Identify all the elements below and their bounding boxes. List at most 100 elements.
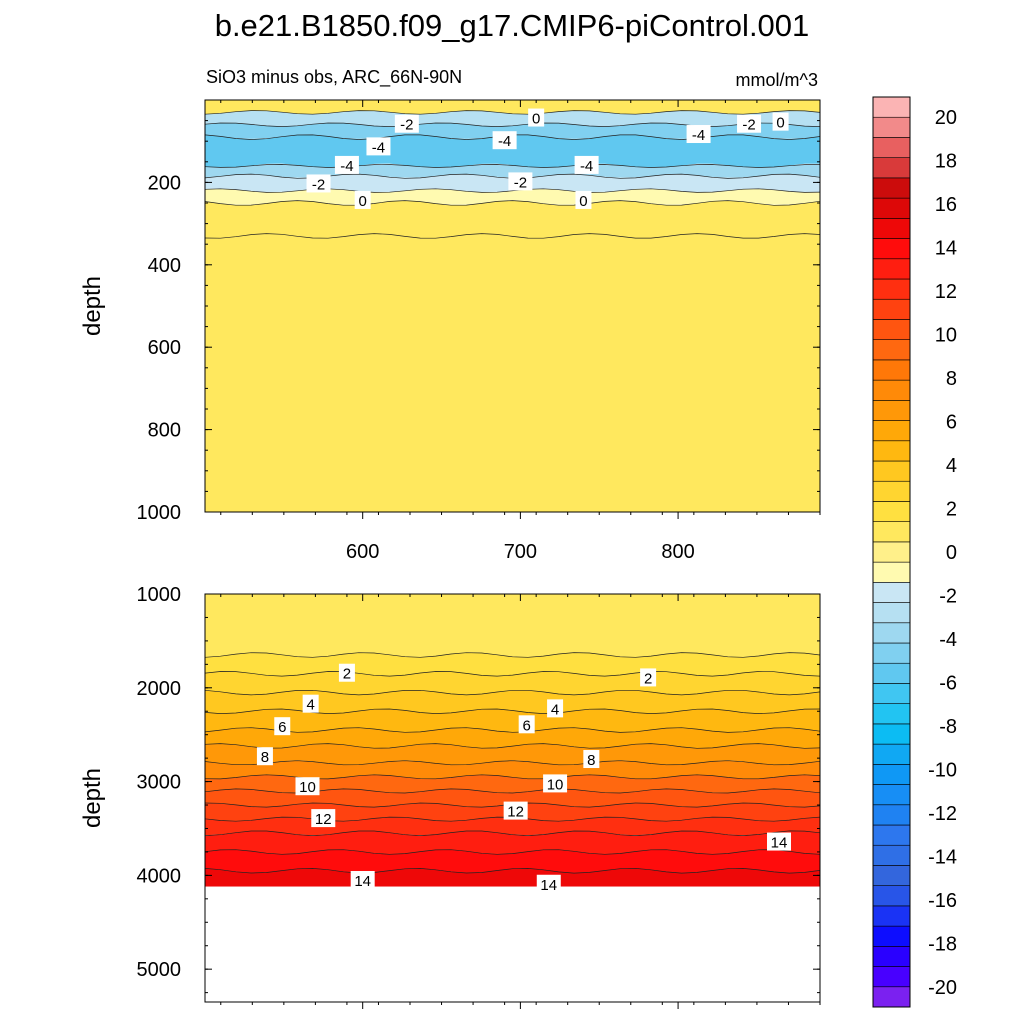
contour-label-bg xyxy=(503,801,528,820)
contour-label-text: 6 xyxy=(523,717,531,734)
colorbar-swatch xyxy=(872,379,911,401)
contour-label: 8 xyxy=(583,750,600,769)
contour-band xyxy=(205,760,820,779)
colorbar-tick-label: -20 xyxy=(928,977,957,999)
y-tick-label: 1000 xyxy=(137,502,182,524)
contour-label-bg xyxy=(394,114,419,133)
upper-panel: -2 -4 -4 -2 0 0 -4 -4 -2 0 -4 -2 0 200 400 600 800 1000 60… xyxy=(79,99,821,563)
y-tick-label: 2000 xyxy=(137,678,182,700)
contour-band xyxy=(205,690,820,714)
colorbar-swatch xyxy=(872,662,911,684)
chart-subtitle-left: SiO3 minus obs, ARC_66N-90N xyxy=(206,67,462,88)
colorbar-swatch xyxy=(872,197,911,219)
y-tick-label: 800 xyxy=(148,420,181,442)
colorbar-swatch xyxy=(872,339,911,361)
contour-band xyxy=(205,830,820,855)
contour-band xyxy=(205,123,820,139)
contour-label-text: -4 xyxy=(498,133,511,150)
contour-field xyxy=(204,594,821,887)
contour-label-bg xyxy=(350,871,375,890)
contour-label-text: 10 xyxy=(299,779,316,796)
colorbar-swatch xyxy=(872,966,911,988)
contour-label: 12 xyxy=(311,809,336,828)
contour-band xyxy=(205,774,820,793)
colorbar-swatch xyxy=(872,865,911,886)
contour-label-text: 6 xyxy=(278,719,286,736)
contour-label: 14 xyxy=(536,874,561,894)
colorbar-swatch xyxy=(872,582,911,603)
colorbar-swatch xyxy=(872,116,911,138)
contour-label: 12 xyxy=(503,801,528,821)
colorbar-swatch xyxy=(872,784,911,806)
contour-band xyxy=(205,743,820,766)
colorbar-tick-label: 16 xyxy=(935,194,957,216)
colorbar-tick-label: -2 xyxy=(939,585,957,607)
colorbar-tick-label: 2 xyxy=(946,499,957,521)
contour-label-bg xyxy=(543,774,568,793)
colorbar-tick-label: 14 xyxy=(935,238,957,260)
contour-label-text: -4 xyxy=(340,158,353,175)
colorbar-swatch xyxy=(872,804,911,826)
contour-label-bg xyxy=(518,715,535,734)
colorbar-tick-label: -4 xyxy=(939,629,957,651)
contour-label: 4 xyxy=(547,699,564,718)
contour-label: 2 xyxy=(640,668,657,687)
colorbar-swatch xyxy=(872,96,911,118)
contour-label-text: 14 xyxy=(771,835,788,852)
colorbar-swatch xyxy=(872,683,911,704)
colorbar-swatch xyxy=(872,177,911,199)
contour-line xyxy=(204,164,821,168)
contour-label-text: 14 xyxy=(540,877,557,894)
contour-band xyxy=(205,110,820,127)
y-axis-label: depth xyxy=(79,768,106,828)
contour-label-text: 0 xyxy=(359,193,367,210)
contour-label: 10 xyxy=(543,774,568,793)
contour-label-bg xyxy=(547,699,564,718)
colorbar-tick-label: -12 xyxy=(928,803,957,825)
contour-label-text: 2 xyxy=(343,666,351,683)
colorbar-swatch xyxy=(872,420,911,442)
contour-label-text: 14 xyxy=(354,873,371,890)
colorbar-swatch xyxy=(872,359,911,381)
contour-label: -4 xyxy=(574,155,599,175)
contour-label: -4 xyxy=(366,137,391,156)
contour-label-bg xyxy=(492,131,517,150)
contour-label-bg xyxy=(256,747,273,766)
colorbar-tick-label: 12 xyxy=(935,281,957,303)
contour-label-text: 4 xyxy=(306,697,314,714)
contour-label: -2 xyxy=(737,114,762,134)
contour-label: -4 xyxy=(334,155,359,175)
contour-band xyxy=(205,671,820,695)
contour-label: 10 xyxy=(295,777,320,796)
contour-label-text: -4 xyxy=(580,158,593,175)
colorbar-tick-label: 10 xyxy=(935,325,957,347)
contour-label-bg xyxy=(508,172,533,191)
contour-label: 2 xyxy=(338,663,355,683)
colorbar-swatch xyxy=(872,844,911,866)
colorbar: -20-18-16-14-12-10-8-6-4-202468101214161… xyxy=(872,96,957,1008)
contour-label-text: 8 xyxy=(587,752,595,769)
colorbar-swatch xyxy=(872,501,911,522)
contour-label-text: -2 xyxy=(312,176,325,193)
colorbar-swatch xyxy=(872,541,911,563)
colorbar-tick-label: 4 xyxy=(946,455,957,477)
colorbar-swatch xyxy=(872,278,911,300)
colorbar-swatch xyxy=(872,602,911,624)
colorbar-tick-label: 6 xyxy=(946,412,957,434)
contour-band xyxy=(205,652,820,677)
contour-line xyxy=(204,110,821,115)
contour-line xyxy=(204,743,821,749)
contour-line xyxy=(204,122,821,127)
colorbar-swatch xyxy=(872,925,911,947)
colorbar-swatch xyxy=(872,905,911,927)
colorbar-swatch xyxy=(872,238,911,260)
colorbar-tick-label: -14 xyxy=(928,846,957,868)
colorbar-swatch xyxy=(872,521,911,543)
colorbar-tick-label: -8 xyxy=(939,716,957,738)
y-tick-label: 3000 xyxy=(137,772,182,794)
colorbar-swatch xyxy=(872,440,911,462)
land-mask xyxy=(205,886,820,1002)
colorbar-tick-label: -18 xyxy=(928,933,957,955)
contour-label-bg xyxy=(334,155,359,174)
contour-label-text: 10 xyxy=(547,776,564,793)
